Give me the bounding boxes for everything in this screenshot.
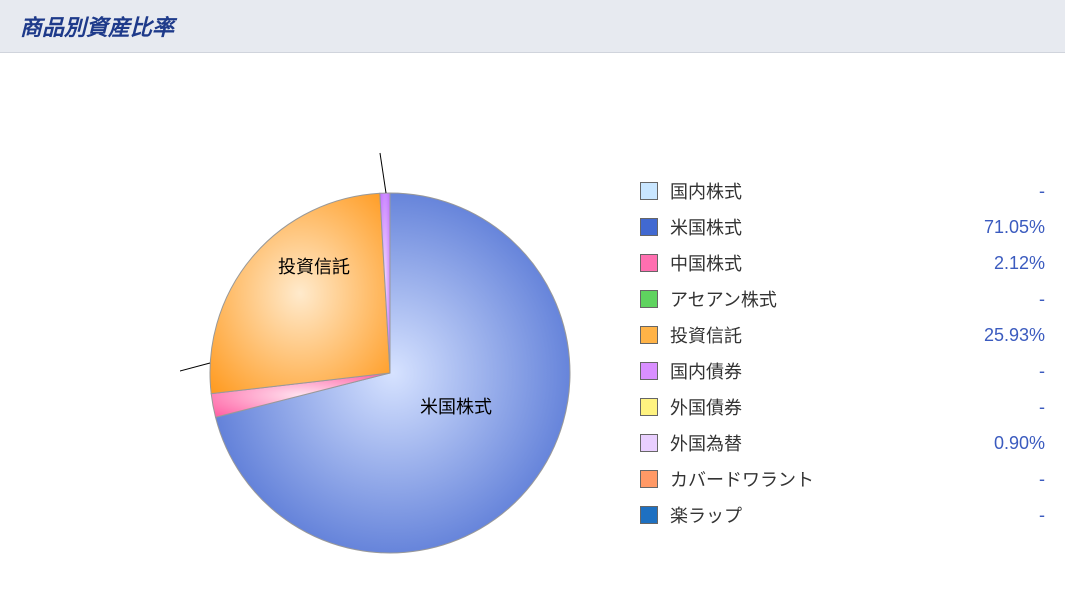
legend-value: 25.93% bbox=[965, 325, 1045, 346]
legend-value: 2.12% bbox=[965, 253, 1045, 274]
legend-value: - bbox=[965, 181, 1045, 202]
content-area: 米国株式中国株式投資信託外国為替 国内株式-米国株式71.05%中国株式2.12… bbox=[0, 53, 1065, 613]
chart-area: 米国株式中国株式投資信託外国為替 bbox=[20, 73, 640, 593]
legend-swatch bbox=[640, 326, 658, 344]
legend-label: 楽ラップ bbox=[670, 502, 965, 528]
page-header: 商品別資産比率 bbox=[0, 0, 1065, 53]
legend-swatch bbox=[640, 218, 658, 236]
legend-swatch bbox=[640, 182, 658, 200]
legend-value: - bbox=[965, 505, 1045, 526]
legend-label: アセアン株式 bbox=[670, 286, 965, 312]
pie-label: 米国株式 bbox=[420, 397, 492, 417]
legend-label: 外国債券 bbox=[670, 394, 965, 420]
legend-label: 国内債券 bbox=[670, 358, 965, 384]
legend-swatch bbox=[640, 362, 658, 380]
legend-label: 外国為替 bbox=[670, 430, 965, 456]
legend-label: 米国株式 bbox=[670, 214, 965, 240]
page-title: 商品別資産比率 bbox=[20, 10, 1045, 42]
legend-item: 国内株式- bbox=[640, 173, 1045, 209]
legend-item: 外国債券- bbox=[640, 389, 1045, 425]
legend-label: カバードワラント bbox=[670, 466, 965, 492]
legend-value: 71.05% bbox=[965, 217, 1045, 238]
leader-line bbox=[380, 153, 386, 193]
legend-swatch bbox=[640, 254, 658, 272]
legend-swatch bbox=[640, 398, 658, 416]
legend-item: 中国株式2.12% bbox=[640, 245, 1045, 281]
legend-swatch bbox=[640, 470, 658, 488]
legend-item: 米国株式71.05% bbox=[640, 209, 1045, 245]
legend-item: 国内債券- bbox=[640, 353, 1045, 389]
legend: 国内株式-米国株式71.05%中国株式2.12%アセアン株式-投資信託25.93… bbox=[640, 73, 1045, 593]
legend-value: - bbox=[965, 289, 1045, 310]
pie-chart: 米国株式中国株式投資信託外国為替 bbox=[180, 133, 630, 598]
legend-value: - bbox=[965, 397, 1045, 418]
legend-item: 外国為替0.90% bbox=[640, 425, 1045, 461]
leader-line bbox=[180, 363, 210, 375]
legend-item: 楽ラップ- bbox=[640, 497, 1045, 533]
legend-swatch bbox=[640, 434, 658, 452]
legend-label: 投資信託 bbox=[670, 322, 965, 348]
legend-label: 中国株式 bbox=[670, 250, 965, 276]
legend-swatch bbox=[640, 506, 658, 524]
legend-value: - bbox=[965, 361, 1045, 382]
legend-label: 国内株式 bbox=[670, 178, 965, 204]
legend-swatch bbox=[640, 290, 658, 308]
legend-value: - bbox=[965, 469, 1045, 490]
pie-label: 投資信託 bbox=[278, 257, 350, 277]
legend-item: アセアン株式- bbox=[640, 281, 1045, 317]
legend-item: カバードワラント- bbox=[640, 461, 1045, 497]
legend-value: 0.90% bbox=[965, 433, 1045, 454]
pie-slice-2 bbox=[210, 193, 390, 393]
legend-item: 投資信託25.93% bbox=[640, 317, 1045, 353]
